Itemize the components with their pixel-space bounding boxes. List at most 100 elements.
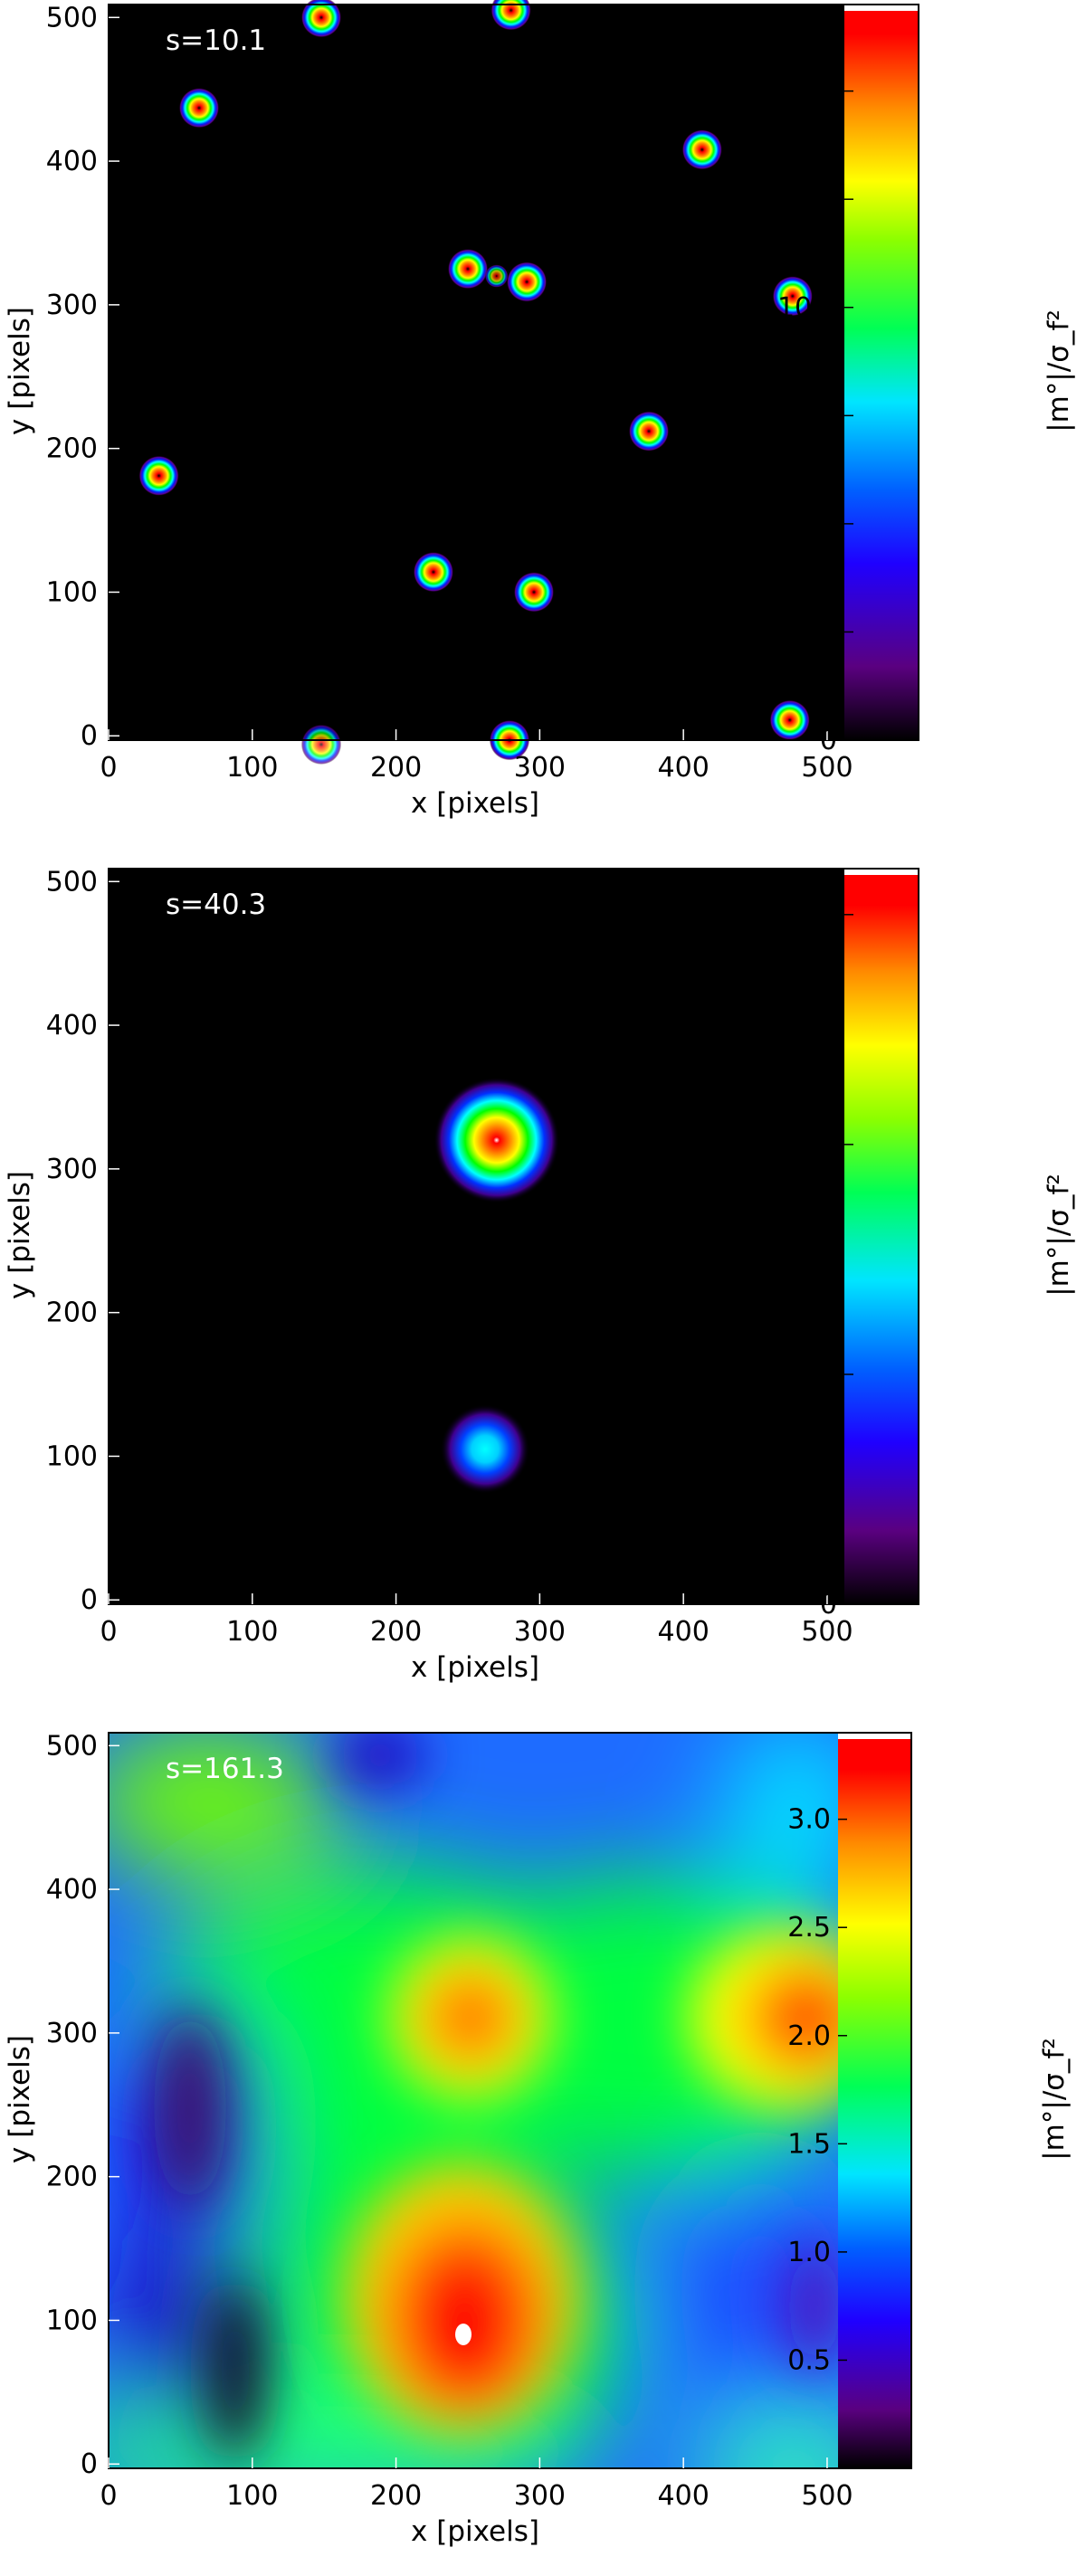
colorbar-tick-label: 1.5×10⁻⁴ <box>711 400 837 432</box>
scale-label: s=10.1 <box>166 24 266 57</box>
colorbar <box>838 1733 911 2468</box>
y-axis-label: y [pixels] <box>4 1171 36 1299</box>
colorbar-tick-label: 2.5 <box>787 1912 831 1944</box>
x-tick-label: 200 <box>370 2480 422 2512</box>
y-tick-label: 400 <box>46 1010 98 1041</box>
y-axis-label: y [pixels] <box>4 2035 36 2163</box>
colorbar-tick-label: 3.0×10⁻⁴ <box>711 76 837 108</box>
colorbar-label: |m°|/σ_f² <box>1043 309 1075 433</box>
source-blob <box>681 129 722 170</box>
y-tick-label: 400 <box>46 146 98 177</box>
source-blob <box>485 264 509 288</box>
plot-frame <box>108 868 919 1605</box>
colorbar-cap <box>844 869 919 875</box>
plot-frame <box>108 4 919 741</box>
source-blob <box>447 249 489 290</box>
colorbar-tick-label: 0 <box>820 1589 837 1621</box>
y-axis-label: y [pixels] <box>4 307 36 435</box>
source-blob <box>440 1404 530 1494</box>
source-blob <box>506 261 548 302</box>
y-tick-label: 100 <box>46 576 98 608</box>
x-tick-label: 200 <box>370 752 422 784</box>
x-tick-label: 300 <box>514 2480 566 2512</box>
y-tick-label: 200 <box>46 2162 98 2193</box>
colorbar-tick-label: 1.5 <box>787 2128 831 2160</box>
y-tick-label: 0 <box>81 720 98 752</box>
y-tick-label: 500 <box>46 866 98 898</box>
source-blob <box>300 0 342 38</box>
colorbar-tick-label: 5 <box>820 1359 837 1391</box>
y-tick-label: 0 <box>81 2448 98 2480</box>
x-tick-label: 100 <box>226 752 278 784</box>
x-tick-label: 100 <box>226 1616 278 1648</box>
colorbar-tick-label: 15 <box>803 899 837 931</box>
y-tick-label: 300 <box>46 290 98 321</box>
colorbar-tick-label: 2.0×10⁻⁴ <box>711 292 837 324</box>
source-blob <box>178 88 220 128</box>
x-tick-label: 500 <box>801 1616 853 1648</box>
colorbar-tick-label: 0.5 <box>787 2344 831 2376</box>
colorbar <box>844 5 919 740</box>
colorbar-tick-label: 1.0 <box>787 2237 831 2268</box>
chart-3: s=161.3 0 100 200 300 400 500 0 100 200 300 400 500… <box>4 1730 1071 2548</box>
colorbar-tick-label: 1.0×10⁻⁴ <box>711 509 837 540</box>
x-axis-label: x [pixels] <box>411 787 539 820</box>
colorbar-tick-label: 2.5×10⁻⁴ <box>711 184 837 215</box>
x-tick-label: 0 <box>100 1616 117 1648</box>
plot-area <box>109 5 844 740</box>
x-axis-label: x [pixels] <box>411 1651 539 1684</box>
y-tick-label: 100 <box>46 2305 98 2336</box>
source-blob <box>433 1077 560 1203</box>
x-tick-label: 100 <box>226 2480 278 2512</box>
chart-1: s=10.1 0 100 200 300 400 50001002003004005000… <box>4 0 1075 820</box>
x-tick-label: 400 <box>658 2480 710 2512</box>
x-tick-label: 200 <box>370 1616 422 1648</box>
chart-2: s=40.3 0 100 200 300 400 50001002003004005000… <box>4 866 1075 1684</box>
colorbar <box>844 869 919 1604</box>
panel-2: s=40.3 0 100 200 300 400 500 0 100 200 300 400 500 0… <box>0 864 1086 1712</box>
source-blob <box>769 699 810 740</box>
colorbar-cap <box>838 1733 911 1739</box>
y-tick-label: 500 <box>46 2 98 33</box>
panel-3: s=161.3 0 100 200 300 400 500 0 100 200 300 400 500… <box>0 1728 1086 2576</box>
colorbar-label: |m°|/σ_f² <box>1038 2038 1071 2161</box>
source-blob <box>138 455 179 496</box>
source-blob <box>513 572 555 613</box>
x-axis-label: x [pixels] <box>411 2515 539 2548</box>
y-tick-label: 200 <box>46 433 98 465</box>
colorbar-tick-label: 2.0 <box>787 2020 831 2052</box>
colorbar-label: |m°|/σ_f² <box>1043 1174 1075 1297</box>
colorbar-tick-label: 10 <box>803 1129 837 1161</box>
x-tick-label: 0 <box>100 2480 117 2512</box>
x-tick-label: 400 <box>658 752 710 784</box>
colorbar-tick-label: 3.0 <box>787 1804 831 1836</box>
y-tick-label: 300 <box>46 2018 98 2049</box>
y-tick-label: 200 <box>46 1298 98 1329</box>
source-blob <box>300 724 342 765</box>
x-tick-label: 400 <box>658 1616 710 1648</box>
heatmap-field <box>109 1733 838 2468</box>
source-blob <box>628 411 670 452</box>
source-blob <box>491 0 531 31</box>
plot-area <box>109 869 844 1604</box>
y-tick-label: 500 <box>46 1730 98 1762</box>
y-tick-label: 300 <box>46 1154 98 1185</box>
x-tick-label: 300 <box>514 1616 566 1648</box>
x-tick-label: 300 <box>514 752 566 784</box>
colorbar-tick-label: 0 <box>820 725 837 756</box>
colorbar-tick-label: 5.0×10⁻⁵ <box>711 616 837 648</box>
source-blob <box>772 276 813 317</box>
x-tick-label: 500 <box>801 752 853 784</box>
panel-1: s=10.1 0 100 200 300 400 500 0 100 200 300 400 500 0… <box>0 0 1086 848</box>
x-tick-label: 500 <box>801 2480 853 2512</box>
source-blob <box>413 552 454 593</box>
scale-label: s=161.3 <box>166 1753 284 1785</box>
y-tick-label: 400 <box>46 1874 98 1906</box>
peak-marker <box>455 2324 472 2345</box>
scale-label: s=40.3 <box>166 889 266 921</box>
y-tick-label: 0 <box>81 1584 98 1616</box>
x-tick-label: 0 <box>100 752 117 784</box>
colorbar-cap <box>844 5 919 11</box>
plot-frame <box>108 1732 912 2469</box>
y-tick-label: 100 <box>46 1440 98 1472</box>
